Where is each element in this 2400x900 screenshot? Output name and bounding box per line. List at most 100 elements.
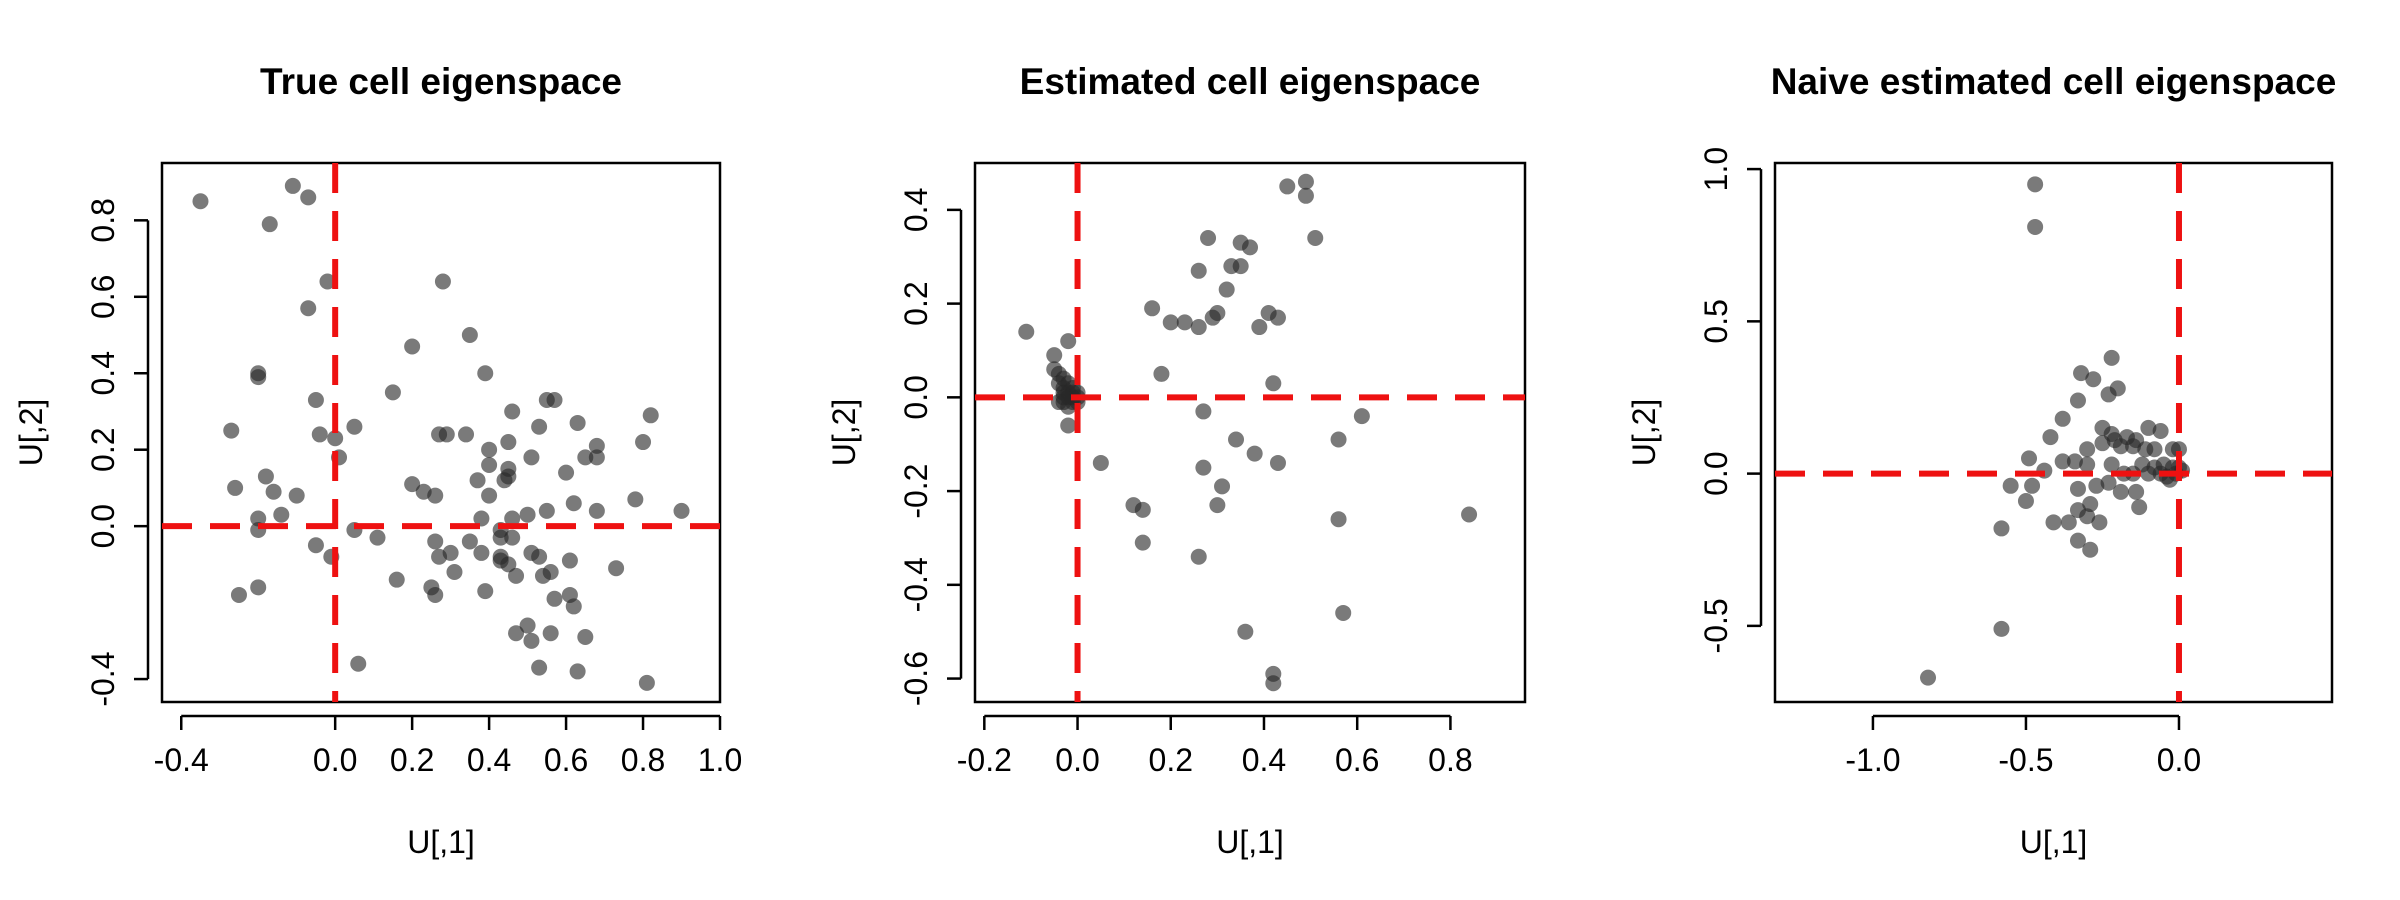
scatter-point (384, 384, 401, 401)
x-tick-label: 0.6 (1335, 742, 1379, 778)
scatter-point (500, 434, 517, 451)
scatter-point (350, 655, 367, 672)
scatter-point (1153, 365, 1170, 382)
scatter-point (2128, 483, 2145, 500)
scatter-point (273, 506, 290, 523)
y-tick-label: 0.0 (1698, 451, 1734, 495)
scatter-point (1176, 314, 1193, 331)
x-tick-label: -1.0 (1845, 742, 1900, 778)
scatter-point (500, 556, 517, 573)
scatter-point (565, 598, 582, 615)
scatter-point (569, 414, 586, 431)
scatter-point (2112, 438, 2129, 455)
scatter-point (2146, 441, 2163, 458)
scatter-point (481, 487, 498, 504)
scatter-point (311, 426, 328, 443)
scatter-point (608, 560, 625, 577)
scatter-point (2021, 450, 2038, 467)
scatter-point (1461, 506, 1478, 523)
y-tick-label: 0.0 (85, 504, 121, 548)
scatter-point (307, 537, 324, 554)
scatter-point (496, 472, 513, 489)
scatter-point (2125, 438, 2142, 455)
scatter-point (473, 510, 490, 527)
scatter-point (635, 434, 652, 451)
scatter-point (223, 422, 240, 439)
scatter-point (2054, 410, 2071, 427)
y-tick-label: 0.6 (85, 275, 121, 319)
scatter-point (469, 472, 486, 489)
x-tick-label: 0.0 (1055, 742, 1099, 778)
y-tick-label: 0.2 (85, 427, 121, 471)
scatter-point (546, 392, 563, 409)
scatter-point (1195, 459, 1212, 476)
scatter-point (438, 426, 455, 443)
scatter-point (1218, 281, 1235, 298)
scatter-point (461, 533, 478, 550)
scatter-point (477, 583, 494, 600)
scatter-point (565, 495, 582, 512)
scatter-point (481, 441, 498, 458)
scatter-point (1993, 620, 2010, 637)
scatter-point (504, 403, 521, 420)
scatter-point (1279, 178, 1296, 195)
scatter-point (307, 392, 324, 409)
scatter-point (1920, 669, 1937, 686)
scatter-point (558, 464, 575, 481)
scatter-point (538, 502, 555, 519)
scatter-point (2002, 477, 2019, 494)
scatter-point (481, 456, 498, 473)
scatter-point (265, 483, 282, 500)
y-tick-label: 0.0 (898, 375, 934, 419)
scatter-point (369, 529, 386, 546)
x-tick-label: 0.6 (544, 742, 588, 778)
scatter-point (434, 273, 451, 290)
scatter-point (446, 564, 463, 581)
scatter-point (534, 567, 551, 584)
scatter-point (2103, 456, 2120, 473)
scatter-point (508, 625, 525, 642)
plot-frame (1773, 161, 2334, 704)
scatter-point (1195, 403, 1212, 420)
scatter-point (2045, 514, 2062, 531)
scatter-point (2140, 419, 2157, 436)
scatter-point (2094, 435, 2111, 452)
scatter-point (588, 449, 605, 466)
y-axis-label: U[,2] (826, 399, 862, 467)
scatter-point (531, 418, 548, 435)
scatter-point (1134, 534, 1151, 551)
scatter-point (1200, 229, 1217, 246)
scatter-point (1162, 314, 1179, 331)
scatter-point (2024, 477, 2041, 494)
scatter-point (431, 548, 448, 565)
scatter-point (627, 491, 644, 508)
scatter-point (504, 529, 521, 546)
scatter-point (542, 625, 559, 642)
scatter-point (261, 216, 278, 233)
scatter-point (2027, 176, 2044, 193)
scatter-point (523, 449, 540, 466)
x-tick-label: 0.8 (621, 742, 665, 778)
x-tick-label: -0.4 (154, 742, 209, 778)
scatter-point (250, 369, 267, 386)
scatter-point (2140, 465, 2157, 482)
scatter-point (346, 418, 363, 435)
scatter-point (1232, 258, 1249, 275)
x-tick-label: -0.5 (1998, 742, 2053, 778)
panel-naive-estimated-cell-eigenspace: Naive estimated cell eigenspace -1.0 -0.5 0… (1626, 61, 2336, 860)
scatter-point (531, 659, 548, 676)
scatter-point (1209, 497, 1226, 514)
scatter-point (673, 502, 690, 519)
scatter-point (2085, 371, 2102, 388)
scatter-point (1055, 389, 1072, 406)
scatter-point (1134, 501, 1151, 518)
scatter-point (2131, 499, 2148, 516)
scatter-point (508, 567, 525, 584)
x-axis-label: U[,1] (1216, 824, 1284, 860)
scatter-point (458, 426, 475, 443)
y-tick-label: 0.4 (85, 351, 121, 395)
scatter-point (473, 544, 490, 561)
scatter-point (2054, 453, 2071, 470)
scatter-point (1297, 173, 1314, 190)
